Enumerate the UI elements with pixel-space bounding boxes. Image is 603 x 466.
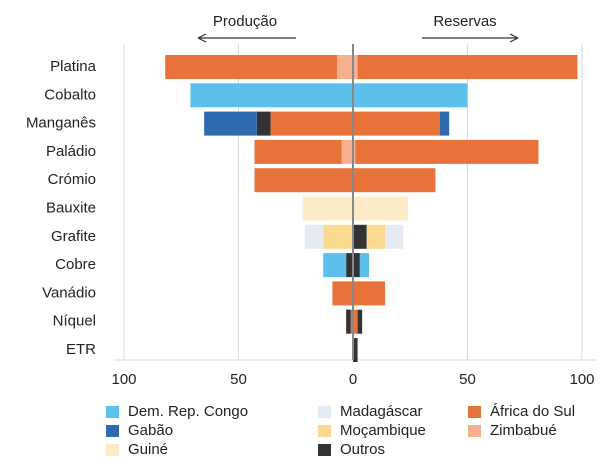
reserves-bar: [357, 309, 363, 334]
production-bar: [323, 253, 347, 278]
y-tick-label: Níquel: [53, 313, 96, 330]
reserves-bar: [353, 111, 441, 136]
reserves-bar: [355, 139, 539, 164]
x-tick-label: 50: [459, 371, 476, 388]
reserves-bar: [366, 224, 386, 249]
legend-label: África do Sul: [490, 403, 575, 420]
x-tick-label: 100: [569, 371, 594, 388]
production-bar: [336, 55, 353, 79]
y-tick-label: Cobre: [55, 256, 96, 273]
reserves-bar: [440, 111, 450, 136]
left-header: Produção: [213, 13, 277, 30]
production-bar: [304, 224, 324, 249]
legend-swatch: [468, 406, 481, 418]
reserves-bar: [385, 224, 404, 249]
legend-swatch: [318, 425, 331, 437]
reserves-bar: [353, 309, 358, 334]
legend-swatch: [106, 406, 119, 418]
production-bar: [346, 253, 353, 278]
legend-label: Madagáscar: [340, 403, 423, 420]
production-bar: [350, 309, 353, 334]
reserves-bar: [353, 338, 358, 362]
production-bar: [332, 281, 353, 306]
right-header: Reservas: [433, 13, 496, 30]
y-tick-label: Manganês: [26, 115, 96, 132]
production-bar: [270, 111, 353, 136]
production-bar: [341, 139, 353, 164]
legend-swatch: [318, 406, 331, 418]
y-tick-label: Grafite: [51, 228, 96, 245]
y-tick-label: Platina: [50, 58, 97, 75]
left-arrow-head: [197, 33, 207, 43]
production-bar: [302, 196, 353, 221]
production-bar: [254, 168, 353, 193]
legend-label: Dem. Rep. Congo: [128, 403, 248, 420]
reserves-bar: [353, 55, 358, 79]
x-tick-label: 100: [111, 371, 136, 388]
reserves-bar: [357, 55, 578, 79]
reserves-bar: [353, 281, 386, 306]
legend-label: Guiné: [128, 441, 168, 458]
legend-label: Gabão: [128, 422, 173, 439]
y-tick-label: ETR: [66, 341, 96, 358]
y-tick-label: Crómio: [48, 171, 96, 188]
production-bar: [204, 111, 257, 136]
reserves-bar: [353, 168, 436, 193]
legend-label: Moçambique: [340, 422, 426, 439]
y-tick-label: Bauxite: [46, 199, 96, 216]
legend-swatch: [318, 444, 331, 456]
reserves-bar: [353, 224, 367, 249]
x-tick-label: 50: [230, 371, 247, 388]
legend-label: Zimbabué: [490, 422, 557, 439]
production-bar: [254, 139, 342, 164]
y-tick-label: Vanádio: [42, 284, 96, 301]
reserves-bar: [353, 139, 356, 164]
production-bar: [323, 224, 353, 249]
x-tick-label: 0: [349, 371, 357, 388]
reserves-bar: [353, 83, 468, 108]
legend-label: Outros: [340, 441, 385, 458]
reserves-bar: [353, 196, 408, 221]
production-bar: [346, 309, 351, 334]
y-tick-label: Paládio: [46, 143, 96, 160]
legend-swatch: [468, 425, 481, 437]
right-arrow-head: [509, 33, 519, 43]
legend-swatch: [106, 444, 119, 456]
production-bar: [190, 83, 353, 108]
production-bar: [165, 55, 337, 79]
legend-swatch: [106, 425, 119, 437]
production-bar: [256, 111, 271, 136]
reserves-bar: [353, 253, 360, 278]
reserves-bar: [359, 253, 370, 278]
y-tick-label: Cobalto: [44, 86, 96, 103]
